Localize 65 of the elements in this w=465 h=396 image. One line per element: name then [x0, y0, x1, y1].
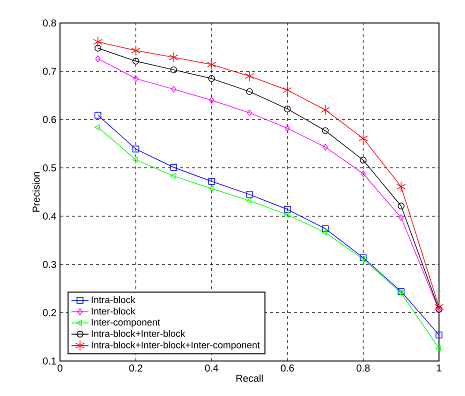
legend-label: Inter-block — [92, 308, 136, 315]
point — [436, 345, 441, 352]
point — [322, 144, 328, 150]
point — [436, 332, 442, 338]
y-axis-title: Precision — [32, 172, 40, 212]
point — [322, 230, 328, 236]
point — [398, 202, 404, 210]
point — [284, 124, 290, 132]
point — [208, 178, 215, 185]
legend-label: Inter-component — [92, 318, 160, 328]
point — [360, 170, 366, 177]
x-tick-label: 0.6 — [280, 364, 294, 372]
point — [358, 133, 368, 144]
point — [246, 191, 253, 198]
y-tick-label: 0.4 — [42, 212, 56, 220]
legend-label: Intra-block+Inter-block — [92, 330, 186, 337]
point — [170, 164, 178, 171]
point — [132, 156, 138, 163]
point — [284, 212, 290, 218]
point — [284, 206, 291, 213]
x-tick-label: 0.8 — [356, 364, 370, 372]
point — [396, 181, 406, 192]
point — [132, 58, 140, 64]
point — [208, 186, 214, 192]
point — [132, 146, 140, 152]
point — [398, 214, 404, 221]
point — [246, 109, 252, 116]
y-tick-label: 0.2 — [42, 309, 56, 316]
y-tick-label: 0.3 — [42, 260, 56, 268]
point — [434, 302, 444, 312]
point — [169, 52, 178, 63]
point — [171, 86, 176, 93]
point — [131, 45, 140, 56]
point — [95, 55, 101, 62]
point — [133, 75, 138, 82]
legend-label: Intra-block — [92, 296, 136, 304]
point — [94, 124, 100, 130]
y-tick-label: 0.7 — [42, 68, 56, 75]
x-tick-label: 0.4 — [205, 364, 218, 372]
point — [246, 88, 253, 95]
point — [244, 70, 254, 82]
x-tick-label: 0 — [58, 364, 62, 372]
point — [246, 198, 252, 204]
point — [360, 156, 367, 164]
point — [322, 225, 329, 232]
point — [93, 36, 103, 48]
x-tick-label: 1 — [436, 364, 442, 372]
point — [170, 173, 176, 180]
y-tick-label: 0.8 — [42, 19, 56, 27]
point — [94, 44, 102, 52]
x-axis-title: Recall — [236, 374, 263, 382]
point — [94, 112, 102, 119]
y-tick-label: 0.6 — [42, 116, 56, 124]
point — [282, 84, 292, 96]
point — [206, 59, 216, 70]
point — [322, 127, 329, 134]
y-tick-label: 0.5 — [42, 164, 56, 172]
point — [284, 106, 291, 112]
point — [209, 96, 214, 104]
point — [170, 66, 178, 74]
point — [320, 104, 330, 116]
x-tick-label: 0.2 — [129, 364, 142, 372]
legend-label: Intra-block+Inter-block+Inter-component — [92, 341, 260, 350]
point — [208, 75, 215, 82]
y-tick-label: 0.1 — [42, 357, 56, 365]
